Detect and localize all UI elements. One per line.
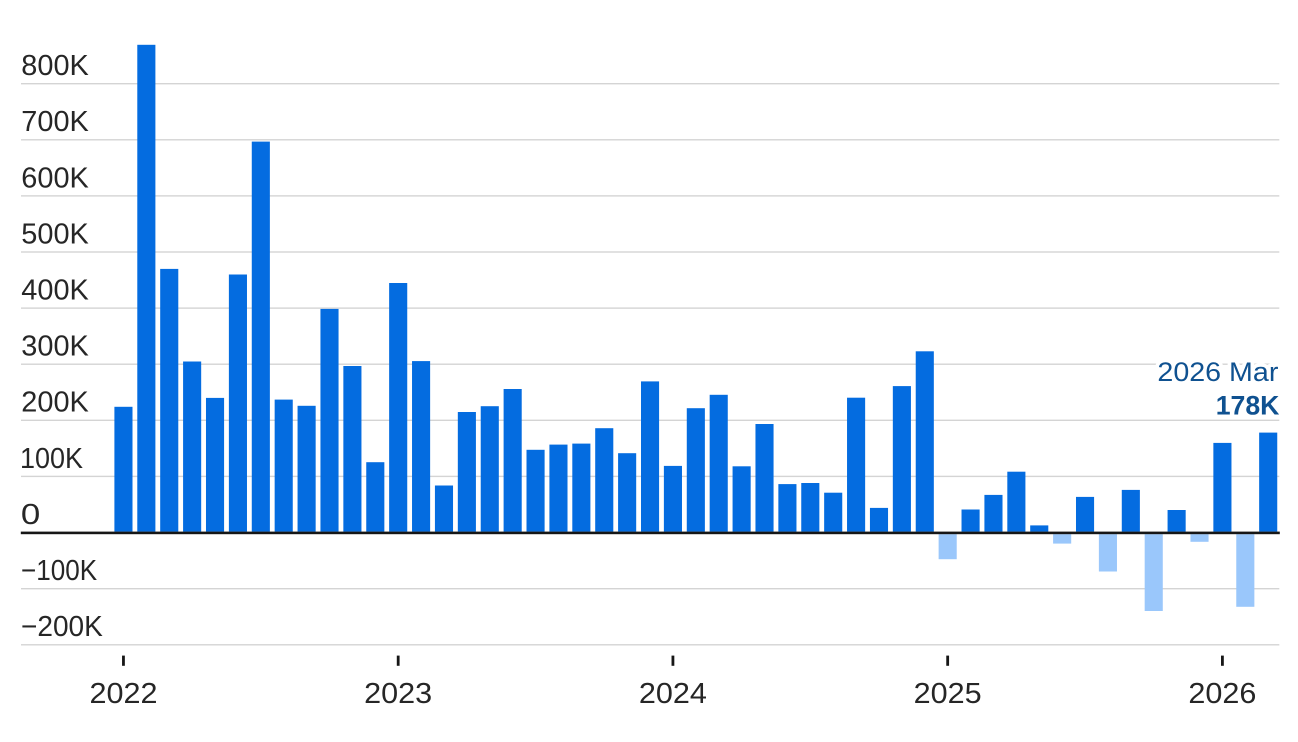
svg-text:2026 Mar: 2026 Mar <box>1157 357 1278 387</box>
svg-text:600K: 600K <box>21 162 89 194</box>
svg-text:2026 Mar: 2026 Mar <box>1157 357 1278 387</box>
svg-text:500K: 500K <box>21 218 89 250</box>
svg-text:2025: 2025 <box>914 678 982 710</box>
svg-text:400K: 400K <box>21 275 89 307</box>
svg-text:−200K: −200K <box>21 611 103 643</box>
svg-text:100K: 100K <box>20 443 84 475</box>
svg-text:−100K: −100K <box>21 555 98 587</box>
svg-text:2026: 2026 <box>1188 678 1256 710</box>
svg-text:2024: 2024 <box>639 678 707 710</box>
svg-text:2022: 2022 <box>90 678 158 710</box>
svg-text:178K: 178K <box>1216 391 1280 421</box>
svg-text:0: 0 <box>21 499 40 531</box>
svg-text:200K: 200K <box>21 387 89 419</box>
svg-text:300K: 300K <box>21 331 89 363</box>
svg-text:178K: 178K <box>1216 391 1280 421</box>
svg-text:700K: 700K <box>21 106 89 138</box>
svg-text:2023: 2023 <box>364 678 432 710</box>
svg-text:800K: 800K <box>21 50 89 82</box>
